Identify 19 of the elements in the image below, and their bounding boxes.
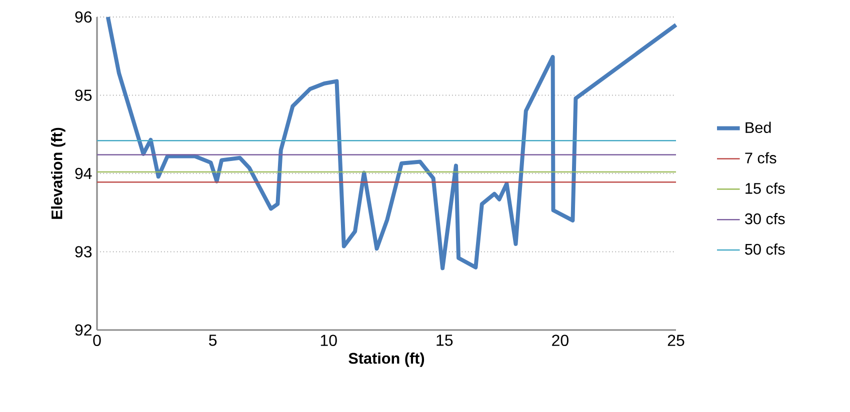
y-tick-label: 95: [75, 90, 92, 101]
x-tick-label: 20: [552, 334, 568, 346]
x-tick-label: 5: [209, 334, 217, 346]
legend-label: 7 cfs: [745, 152, 776, 164]
x-tick-label: 0: [93, 334, 101, 346]
legend-label: 30 cfs: [745, 213, 785, 224]
x-tick-label: 15: [436, 334, 453, 346]
legend-label: 15 cfs: [746, 182, 785, 194]
x-tick-label: 10: [320, 334, 337, 346]
legend-label: 50 cfs: [745, 243, 785, 255]
y-tick-label: 92: [75, 324, 92, 336]
x-axis-title: Station (ft): [348, 352, 424, 367]
y-tick-label: 96: [75, 11, 92, 23]
y-axis-title: Elevation (ft): [51, 128, 66, 219]
y-tick-label: 93: [75, 246, 92, 258]
y-tick-label: 94: [75, 168, 92, 180]
x-tick-label: 25: [668, 334, 684, 346]
line-series: [106, 15, 678, 270]
legend-label: Bed: [746, 122, 771, 133]
